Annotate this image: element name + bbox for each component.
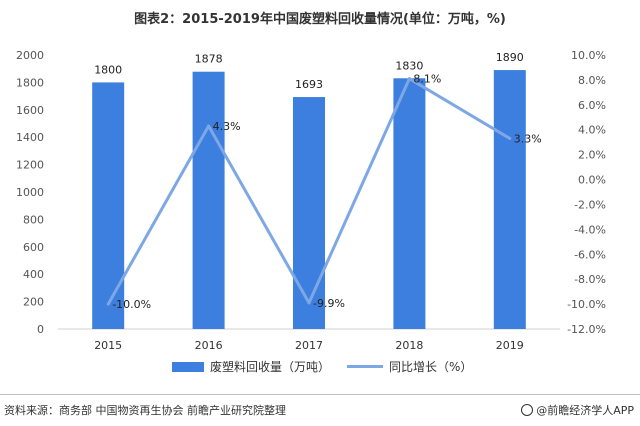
- growth-point: [508, 136, 512, 140]
- legend-item-line: 同比增长（%）: [347, 358, 472, 375]
- brand-logo-icon: [521, 404, 534, 416]
- growth-value-label: 3.3%: [514, 132, 542, 145]
- bar: [493, 70, 526, 329]
- y-right-tick-label: 4.0%: [578, 124, 606, 137]
- y-right-tick-label: -8.0%: [574, 273, 606, 286]
- x-tick-label: 2018: [395, 339, 423, 352]
- legend-label-bar: 废塑料回收量（万吨）: [210, 360, 331, 374]
- y-right-tick-label: 6.0%: [578, 99, 606, 112]
- bar-value-label: 1830: [395, 59, 423, 72]
- y-right-tick-label: 8.0%: [578, 74, 606, 87]
- bar-value-label: 1800: [94, 63, 122, 76]
- y-right-tick-label: -4.0%: [574, 223, 606, 236]
- y-left-tick-label: 1000: [16, 186, 44, 199]
- y-left-tick-label: 1600: [16, 104, 44, 117]
- x-tick-label: 2015: [94, 339, 122, 352]
- chart-title: 图表2：2015-2019年中国废塑料回收量情况(单位：万吨，%): [134, 12, 506, 27]
- legend: 废塑料回收量（万吨） 同比增长（%）: [0, 358, 640, 378]
- legend-item-bar: 废塑料回收量（万吨）: [172, 358, 330, 375]
- growth-point: [207, 124, 211, 128]
- brand-text: @前瞻经济学人APP: [536, 404, 634, 417]
- y-right-tick-label: -2.0%: [574, 198, 606, 211]
- growth-value-label: -10.0%: [112, 298, 151, 311]
- growth-point: [407, 77, 411, 81]
- y-right-tick-label: -10.0%: [567, 298, 606, 311]
- x-tick-label: 2017: [295, 339, 323, 352]
- growth-value-label: 8.1%: [413, 73, 441, 86]
- growth-point: [307, 301, 311, 305]
- legend-label-line: 同比增长（%）: [389, 360, 473, 374]
- y-left-tick-label: 1400: [16, 131, 44, 144]
- bar: [293, 97, 325, 330]
- y-left-tick-label: 0: [37, 323, 44, 336]
- x-tick-label: 2016: [195, 339, 223, 352]
- bar: [192, 71, 225, 330]
- source-note: 资料来源：商务部 中国物资再生协会 前瞻产业研究院整理: [4, 404, 286, 417]
- growth-point: [106, 302, 110, 306]
- brand: @前瞻经济学人APP: [521, 402, 634, 418]
- y-right-tick-label: 2.0%: [578, 149, 606, 162]
- legend-swatch-bar: [172, 361, 204, 372]
- y-left-tick-label: 200: [23, 296, 44, 309]
- y-left-tick-label: 1800: [16, 76, 44, 89]
- y-left-tick-label: 1200: [16, 159, 44, 172]
- y-right-tick-label: 0.0%: [578, 174, 606, 187]
- y-left-tick-label: 600: [23, 241, 44, 254]
- x-tick-label: 2019: [496, 339, 524, 352]
- bar-value-label: 1890: [496, 51, 524, 64]
- bar-value-label: 1878: [195, 53, 223, 66]
- y-left-tick-label: 800: [23, 213, 44, 226]
- y-left-tick-label: 2000: [16, 49, 44, 62]
- y-right-tick-label: 10.0%: [571, 49, 606, 62]
- legend-swatch-line: [347, 365, 383, 368]
- growth-value-label: -9.9%: [313, 297, 345, 310]
- bar-value-label: 1693: [295, 78, 323, 91]
- bar: [92, 82, 125, 330]
- bar: [393, 78, 426, 329]
- growth-value-label: 4.3%: [213, 120, 241, 133]
- y-right-tick-label: -6.0%: [574, 248, 606, 261]
- y-left-tick-label: 400: [23, 268, 44, 281]
- y-right-tick-label: -12.0%: [567, 323, 606, 336]
- footer: 资料来源：商务部 中国物资再生协会 前瞻产业研究院整理 @前瞻经济学人APP: [0, 394, 640, 426]
